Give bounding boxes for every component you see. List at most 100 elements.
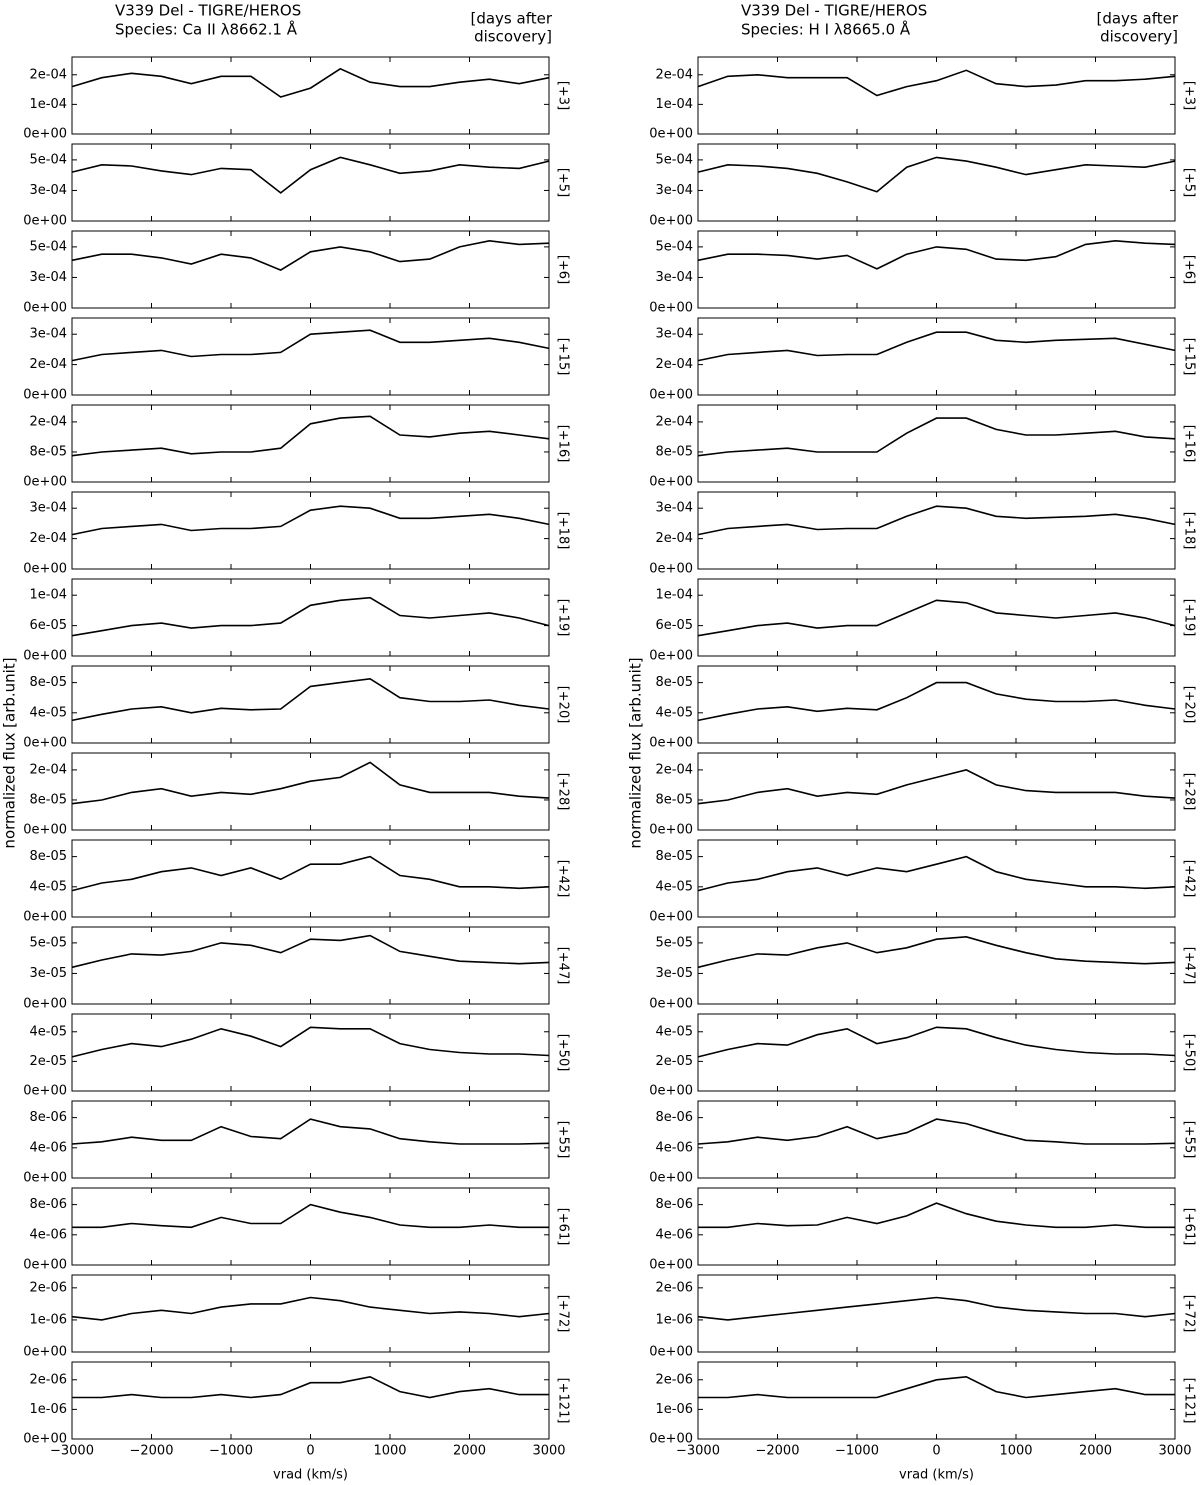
y-tick-label: 2e-06 xyxy=(29,1372,67,1387)
spectrum-line xyxy=(697,1296,1176,1321)
y-tick-label: 2e-04 xyxy=(655,414,693,429)
panel-label: [+15] xyxy=(1182,338,1197,376)
y-tick-label: 4e-05 xyxy=(29,1024,67,1039)
y-tick-label: 3e-04 xyxy=(29,327,67,342)
y-tick-label: 4e-06 xyxy=(655,1227,693,1242)
annotation: discovery] xyxy=(474,28,552,46)
y-tick-label: 0e+00 xyxy=(23,1258,67,1273)
y-tick-label: 0e+00 xyxy=(23,823,67,838)
panel-label: [+28] xyxy=(556,773,571,811)
annotation: [days after xyxy=(1096,10,1178,28)
y-tick-label: 2e-04 xyxy=(29,531,67,546)
x-tick-label: 0 xyxy=(932,1444,940,1459)
panel-label: [+47] xyxy=(1182,947,1197,985)
y-tick-label: 0e+00 xyxy=(649,475,693,490)
panel-frame xyxy=(697,317,1176,396)
spectrum-line xyxy=(72,1203,549,1229)
panel-label: [+19] xyxy=(1182,599,1197,637)
y-tick-label: 0e+00 xyxy=(23,1171,67,1186)
y-tick-label: 3e-04 xyxy=(29,270,67,285)
y-tick-label: 0e+00 xyxy=(649,910,693,925)
x-tick-label: −1000 xyxy=(835,1444,879,1459)
x-tick-label: 2000 xyxy=(453,1444,486,1459)
annotation: discovery] xyxy=(1100,28,1178,46)
panel-frame xyxy=(71,56,550,135)
y-tick-label: 0e+00 xyxy=(23,475,67,490)
panel-frame xyxy=(697,404,1176,483)
panel-label: [+61] xyxy=(1182,1208,1197,1246)
y-tick-label: 4e-06 xyxy=(29,1227,67,1242)
y-tick-label: 2e-06 xyxy=(655,1372,693,1387)
y-tick-label: 3e-04 xyxy=(655,183,693,198)
y-tick-label: 0e+00 xyxy=(23,1432,67,1447)
spectrum-line xyxy=(71,67,550,98)
x-tick-label: 1000 xyxy=(373,1444,406,1459)
y-tick-label: 8e-05 xyxy=(655,849,693,864)
y-tick-label: 1e-04 xyxy=(655,588,693,603)
y-tick-label: 2e-04 xyxy=(29,414,67,429)
spectrum-line xyxy=(71,505,550,536)
spectrum-line xyxy=(71,596,550,637)
y-tick-label: 8e-05 xyxy=(29,444,67,459)
chart-subtitle: Species: Ca II λ8662.1 Å xyxy=(115,20,298,39)
spectrum-line xyxy=(698,1202,1175,1229)
spectrum-line xyxy=(71,239,550,271)
y-tick-label: 2e-04 xyxy=(655,531,693,546)
panel-label: [+72] xyxy=(556,1295,571,1333)
panel-label: [+72] xyxy=(1182,1295,1197,1333)
y-tick-label: 3e-05 xyxy=(29,966,67,981)
y-tick-label: 5e-04 xyxy=(655,239,693,254)
panel-label: [+61] xyxy=(556,1208,571,1246)
y-tick-label: 0e+00 xyxy=(649,214,693,229)
x-axis-label: vrad (km/s) xyxy=(273,1468,348,1483)
spectrum-line xyxy=(71,1026,550,1058)
panel-frame xyxy=(71,404,550,483)
panel-frame xyxy=(697,665,1176,744)
y-tick-label: 0e+00 xyxy=(649,1432,693,1447)
spectrum-line xyxy=(71,761,550,805)
y-tick-label: 1e-04 xyxy=(655,97,693,112)
x-tick-label: 3000 xyxy=(1158,1444,1191,1459)
spectrum-line xyxy=(698,1375,1175,1399)
y-tick-label: 8e-05 xyxy=(29,792,67,807)
y-tick-label: 0e+00 xyxy=(23,1345,67,1360)
spectrum-line xyxy=(697,681,1176,722)
y-tick-label: 2e-04 xyxy=(655,67,693,82)
panel-label: [+18] xyxy=(1182,512,1197,550)
y-tick-label: 0e+00 xyxy=(23,388,67,403)
y-tick-label: 5e-04 xyxy=(655,152,693,167)
spectrum-line xyxy=(71,677,550,722)
panel-frame xyxy=(697,839,1176,918)
panel-label: [+55] xyxy=(556,1121,571,1159)
y-tick-label: 8e-05 xyxy=(655,444,693,459)
y-tick-label: 8e-06 xyxy=(655,1197,693,1212)
y-tick-label: 0e+00 xyxy=(649,1171,693,1186)
y-tick-label: 2e-05 xyxy=(29,1054,67,1069)
x-tick-label: −3000 xyxy=(50,1444,94,1459)
y-tick-label: 4e-06 xyxy=(29,1140,67,1155)
panel-label: [+16] xyxy=(1182,425,1197,463)
spectrum-line xyxy=(697,599,1176,637)
y-tick-label: 0e+00 xyxy=(649,388,693,403)
y-tick-label: 3e-04 xyxy=(655,270,693,285)
y-tick-label: 0e+00 xyxy=(23,910,67,925)
y-tick-label: 0e+00 xyxy=(23,649,67,664)
x-tick-label: 2000 xyxy=(1079,1444,1112,1459)
y-tick-label: 1e-04 xyxy=(29,588,67,603)
spectrum-line xyxy=(71,934,550,969)
x-tick-label: 3000 xyxy=(532,1444,565,1459)
y-tick-label: 0e+00 xyxy=(649,649,693,664)
panel-frame xyxy=(71,578,550,657)
panel-label: [+6] xyxy=(1182,255,1197,284)
y-tick-label: 0e+00 xyxy=(649,1258,693,1273)
panel-label: [+19] xyxy=(556,599,571,637)
spectrum-line xyxy=(71,415,550,457)
y-tick-label: 3e-05 xyxy=(655,966,693,981)
panel-label: [+20] xyxy=(1182,686,1197,724)
panel-label: [+5] xyxy=(1182,168,1197,197)
y-tick-label: 4e-05 xyxy=(29,879,67,894)
y-tick-label: 0e+00 xyxy=(23,127,67,142)
x-tick-label: 1000 xyxy=(999,1444,1032,1459)
spectrum-line xyxy=(697,855,1176,892)
y-axis-label: normalized flux [arb.unit] xyxy=(1,657,19,848)
